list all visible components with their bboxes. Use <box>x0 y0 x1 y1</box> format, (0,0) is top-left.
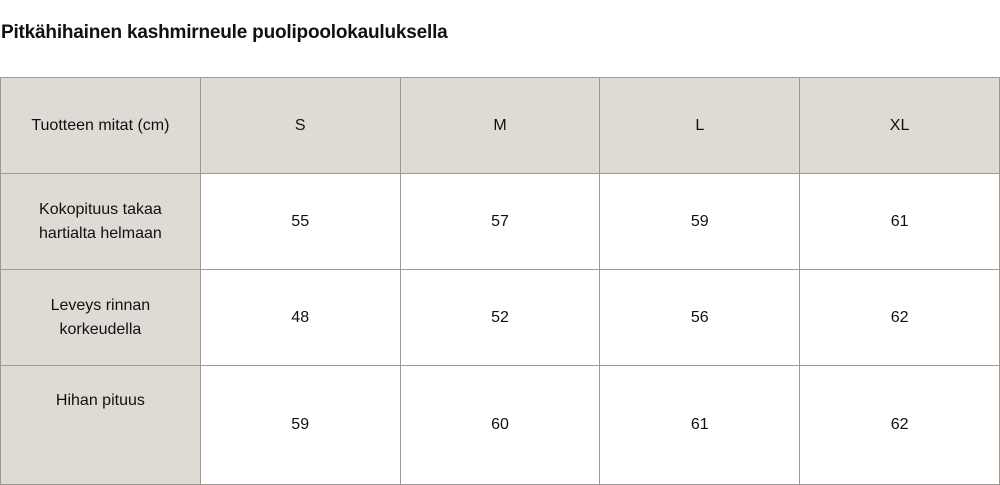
table-cell: 55 <box>199 173 401 270</box>
row-label: Kokopituus takaa hartialta helmaan <box>0 173 201 270</box>
table-cell: 56 <box>599 269 801 366</box>
header-cell: L <box>599 77 801 174</box>
header-cell: M <box>399 77 601 174</box>
row-label: Hihan pituus <box>0 365 201 485</box>
page-title: Pitkähihainen kashmirneule puolipoolokau… <box>1 22 448 43</box>
row-label: Leveys rinnan korkeudella <box>0 269 201 366</box>
header-cell: S <box>199 77 401 174</box>
header-row: Tuotteen mitat (cm) S M L XL <box>0 77 1000 174</box>
table-cell: 59 <box>599 173 801 270</box>
header-cell: Tuotteen mitat (cm) <box>0 77 201 174</box>
table-cell: 60 <box>399 365 601 485</box>
table-cell: 59 <box>199 365 401 485</box>
table-row: Hihan pituus 59 60 61 62 <box>0 365 1000 485</box>
table-cell: 61 <box>599 365 801 485</box>
size-table: Tuotteen mitat (cm) S M L XL Kokopituus … <box>0 77 1000 485</box>
table-row: Leveys rinnan korkeudella 48 52 56 62 <box>0 269 1000 366</box>
table-cell: 62 <box>799 365 1000 485</box>
table-cell: 57 <box>399 173 601 270</box>
table-cell: 52 <box>399 269 601 366</box>
table-cell: 61 <box>799 173 1000 270</box>
table-cell: 48 <box>199 269 401 366</box>
table-row: Kokopituus takaa hartialta helmaan 55 57… <box>0 173 1000 270</box>
table-cell: 62 <box>799 269 1000 366</box>
header-cell: XL <box>799 77 1000 174</box>
